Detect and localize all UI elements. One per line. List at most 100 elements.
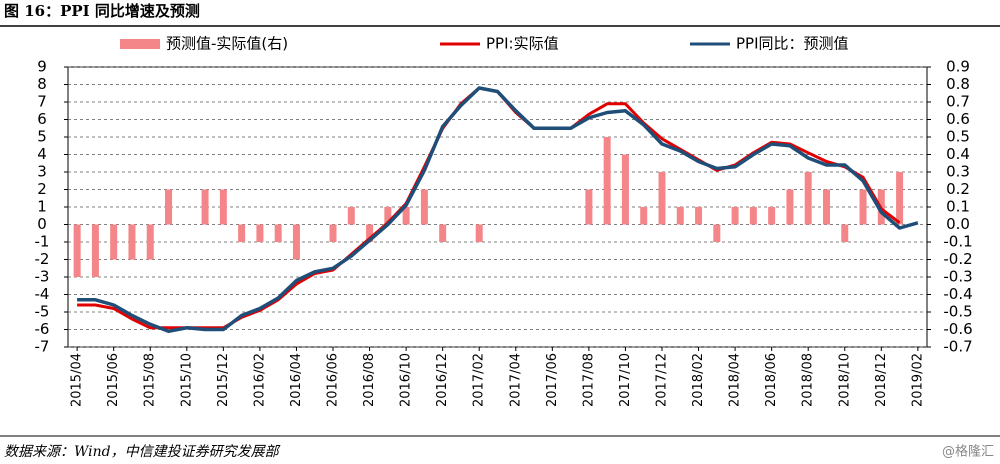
y-tick-label: 8 [37,75,47,93]
x-tick-label: 2017/06 [545,353,560,407]
y2-tick-label: -0.1 [943,233,972,251]
legend-swatch [120,39,160,49]
y2-tick-label: -0.4 [943,285,972,303]
y2-tick-label: -0.3 [943,268,972,286]
line [77,86,919,334]
source-note: 数据来源：Wind，中信建投证券研究发展部 [4,444,281,460]
x-tick-label: 2018/10 [837,353,852,407]
y2-tick-label: 0.0 [946,215,970,233]
bar [165,189,173,225]
bar [841,224,849,242]
y-tick-label: 0 [37,215,47,233]
y-tick-label: -6 [35,320,50,338]
bar [329,224,337,242]
bar [146,224,154,260]
bar [292,224,300,260]
bar [621,154,629,225]
x-tick-label: 2015/12 [216,353,231,407]
x-tick-label: 2016/08 [362,353,377,407]
y2-tick-label: 0.3 [946,163,970,181]
y-tick-label: 9 [37,58,47,76]
bar [603,137,611,225]
y-tick-label: 5 [37,128,47,146]
x-tick-label: 2018/08 [801,353,816,407]
x-tick-label: 2017/02 [472,353,487,407]
x-tick-label: 2018/02 [691,353,706,407]
bar [859,189,867,225]
x-tick-label: 2016/04 [289,353,304,407]
bar [402,207,410,225]
bar [274,224,282,242]
y2-tick-label: 0.5 [946,128,970,146]
legend-label: PPI:实际值 [486,35,559,53]
x-tick-label: 2015/08 [143,353,158,407]
x-tick-label: 2018/12 [874,353,889,407]
y2-tick-label: 0.2 [946,180,970,198]
y-tick-label: 7 [37,93,47,111]
y-tick-label: 4 [37,145,47,163]
x-tick-label: 2017/08 [581,353,596,407]
y2-tick-label: -0.5 [943,303,972,321]
y2-tick-label: 0.4 [946,145,970,163]
x-tick-label: 2018/06 [764,353,779,407]
x-tick-label: 2015/06 [106,353,121,407]
x-tick-label: 2017/10 [618,353,633,407]
y2-tick-label: -0.2 [943,250,972,268]
bar [366,224,374,242]
y-tick-label: -4 [35,285,50,303]
y-tick-label: 6 [37,110,47,128]
x-tick-label: 2015/04 [70,353,85,407]
y2-tick-label: 0.6 [946,110,970,128]
bar [768,207,776,225]
y2-tick-label: -0.6 [943,320,972,338]
bar [786,189,794,225]
y2-tick-label: 0.1 [946,198,970,216]
bar [420,189,428,225]
bar [585,189,593,225]
bar [128,224,136,260]
bar [110,224,118,260]
y2-tick-label: 0.9 [946,58,970,76]
x-tick-label: 2019/02 [910,353,925,407]
x-tick-label: 2017/12 [654,353,669,407]
bar [804,172,812,225]
legend-label: PPI同比：预测值 [736,35,849,53]
bar [256,224,264,242]
bar [238,224,246,242]
bar [384,207,392,225]
x-tick-label: 2018/04 [728,353,743,407]
x-tick-label: 2016/10 [399,353,414,407]
bar [91,224,99,277]
x-tick-label: 2016/02 [252,353,267,407]
bar [73,224,81,277]
bar [475,224,483,242]
bar [676,207,684,225]
bar [347,207,355,225]
legend-label: 预测值-实际值(右) [166,35,288,53]
y-tick-label: -3 [35,268,50,286]
x-tick-label: 2016/06 [326,353,341,407]
chart-title: 图 16：PPI 同比增速及预测 [4,2,200,20]
bar [658,172,666,225]
bar [731,207,739,225]
watermark: @格隆汇 [942,444,994,460]
y-tick-label: 2 [37,180,47,198]
bar [896,172,904,225]
line [77,86,901,330]
y-tick-label: -7 [35,338,50,356]
bar [439,224,447,242]
y2-tick-label: 0.7 [946,93,970,111]
bar [695,207,703,225]
y-tick-label: -5 [35,303,50,321]
bar [201,189,209,225]
y2-tick-label: -0.7 [943,338,972,356]
bar [640,207,648,225]
bar [219,189,227,225]
y-tick-label: -1 [35,233,50,251]
bar [822,189,830,225]
x-tick-label: 2017/04 [508,353,523,407]
bar [749,207,757,225]
y2-tick-label: 0.8 [946,75,970,93]
y-tick-label: -2 [35,250,50,268]
